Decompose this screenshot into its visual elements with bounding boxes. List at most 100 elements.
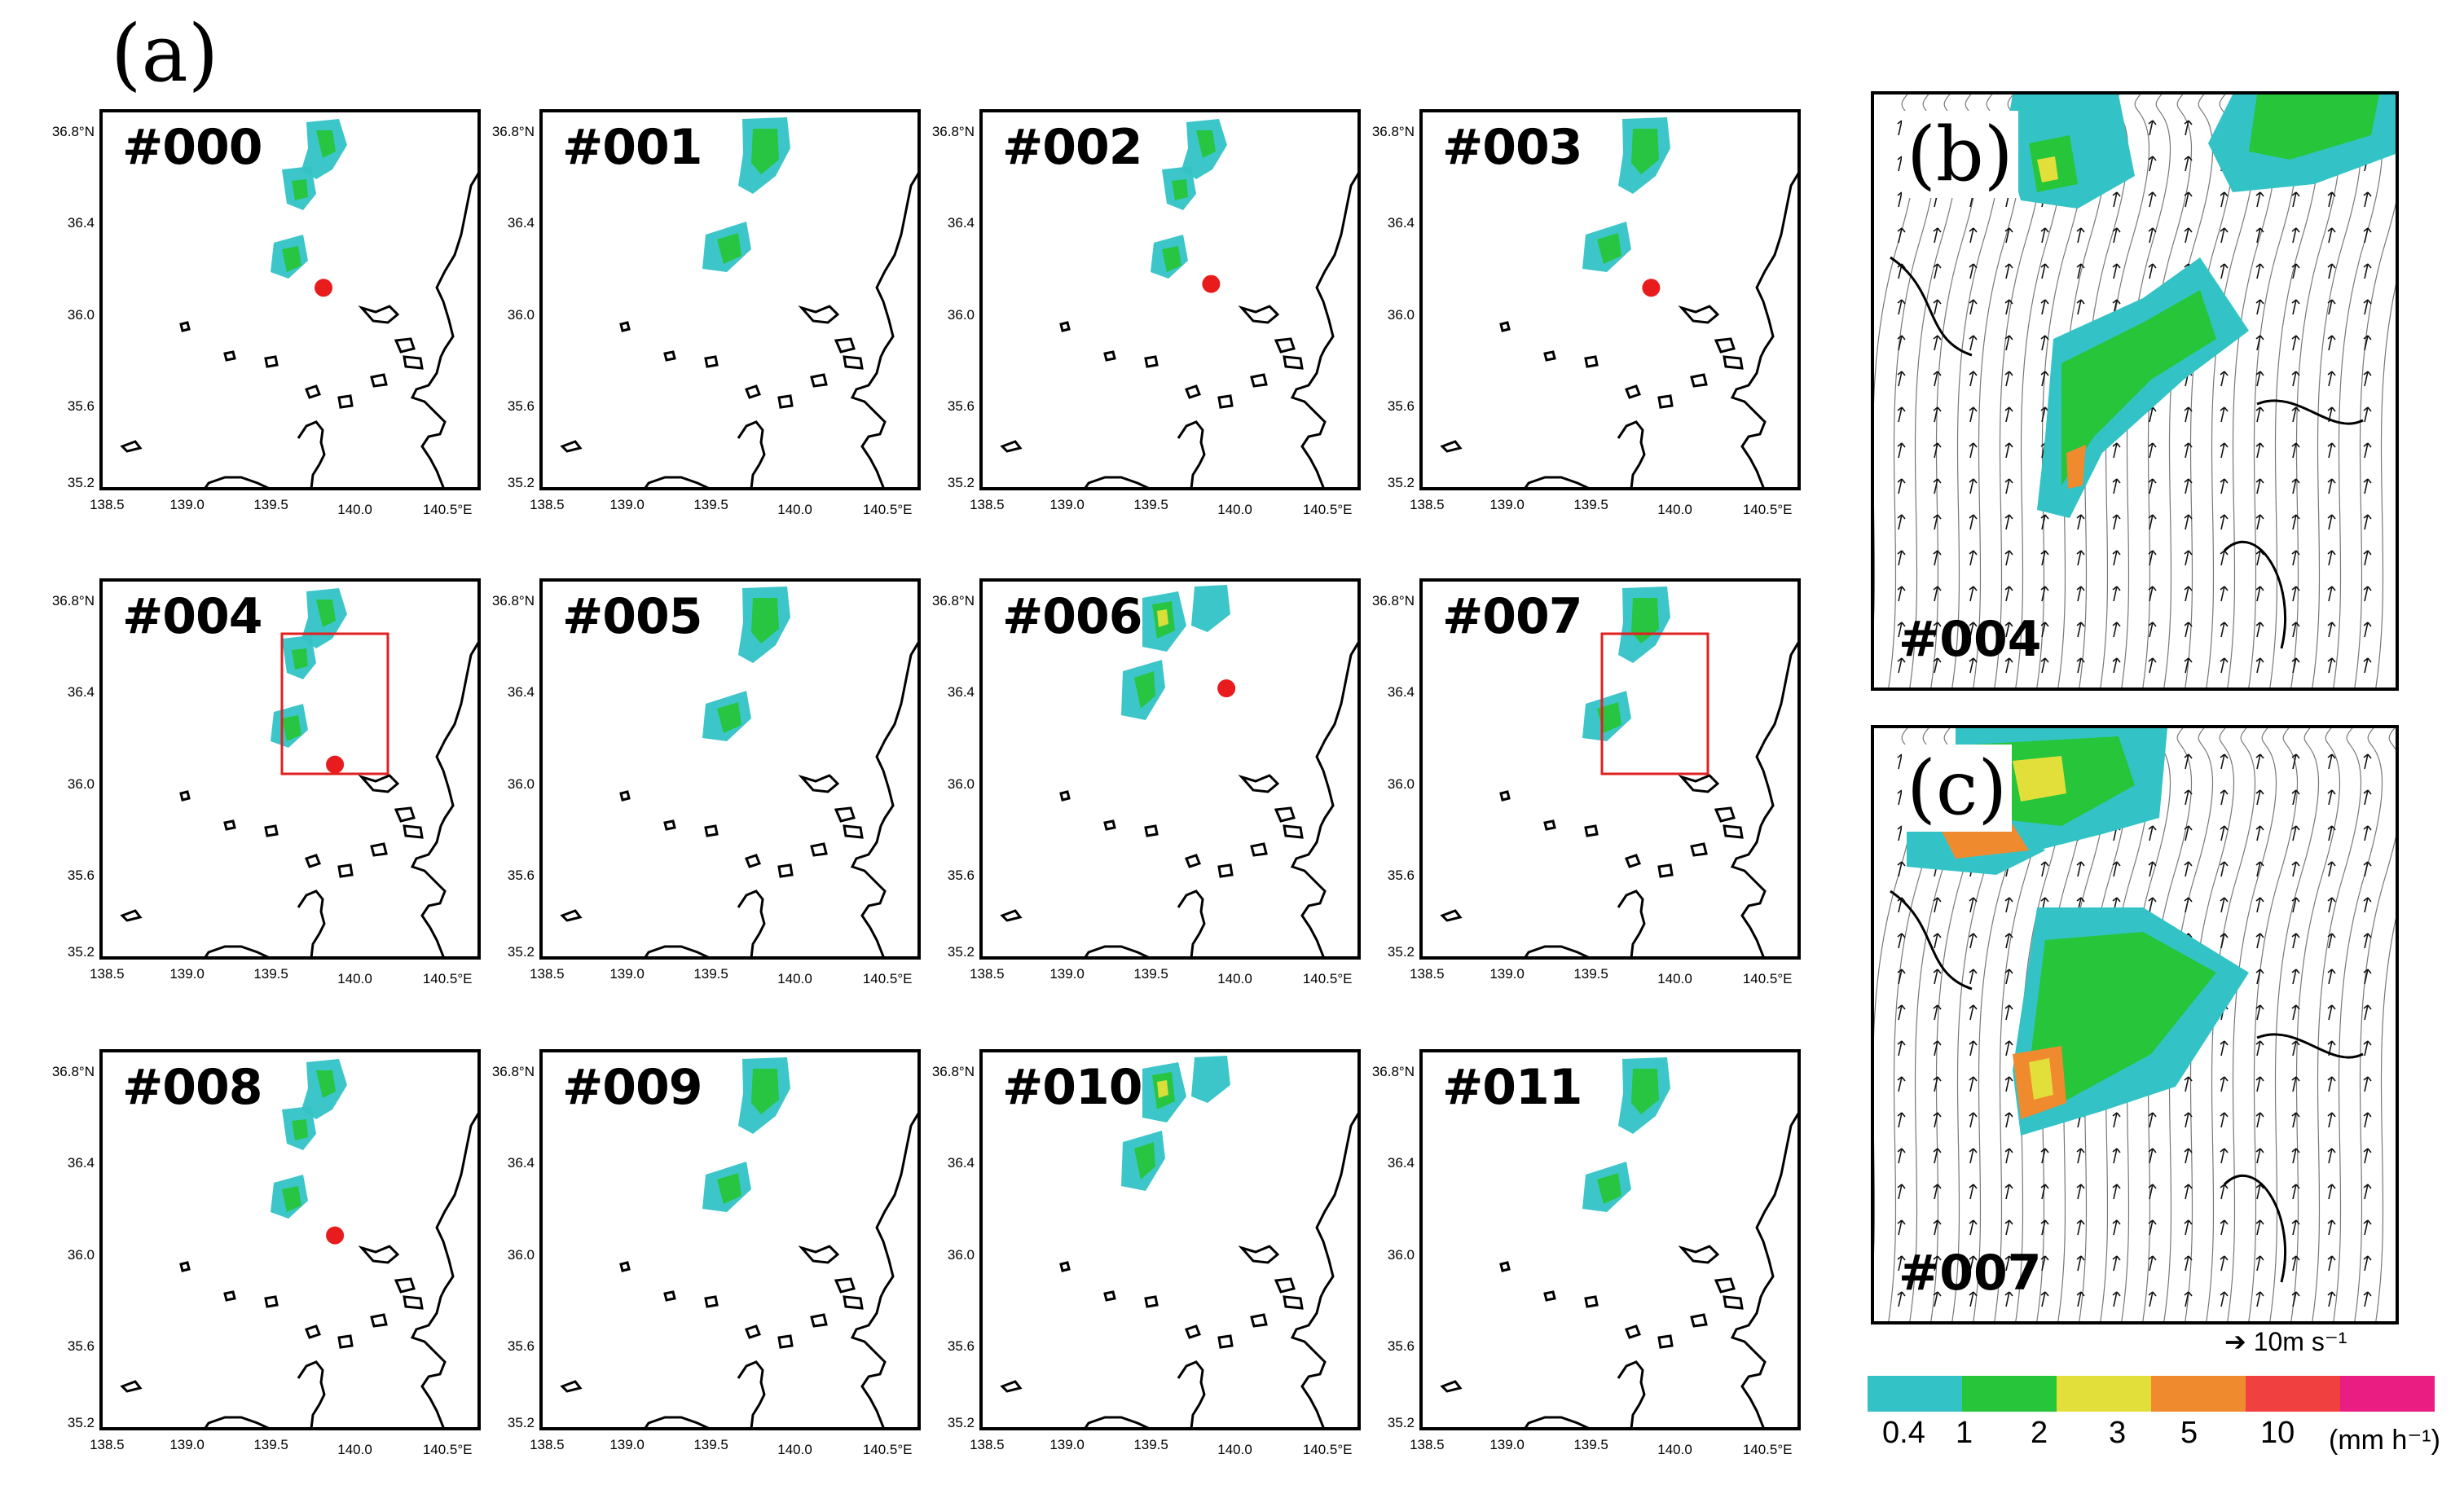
wind-arrow: [2291, 861, 2300, 877]
wind-arrow: [1933, 442, 1942, 459]
wind-arrow: [2220, 514, 2229, 530]
panel-c-label: (c): [1902, 745, 2013, 832]
wind-arrow: [2004, 478, 2013, 494]
lat-tick-label: 36.8°N: [491, 593, 535, 609]
wind-arrow: [2112, 861, 2121, 877]
wind-arrow: [2327, 335, 2336, 351]
wind-arrow: [2040, 1255, 2049, 1272]
wind-arrow: [1933, 933, 1942, 949]
wind-arrow: [1933, 478, 1942, 494]
lon-tick-label: 139.0: [1489, 497, 1525, 512]
lat-tick-label: 36.8°N: [1371, 593, 1415, 609]
wind-arrow: [2255, 897, 2264, 913]
colorbar-swatch: [2057, 1376, 2151, 1412]
event-location-dot: [326, 755, 345, 774]
rain-area: [751, 598, 779, 644]
wind-arrow: [2148, 1112, 2157, 1128]
wind-arrow: [2220, 191, 2229, 208]
rain-area: [2249, 94, 2379, 160]
colorbar-tick-label: 3: [2109, 1416, 2127, 1450]
wind-arrow: [2184, 1291, 2193, 1307]
wind-arrow: [1897, 335, 1906, 351]
wind-arrow: [2220, 1255, 2229, 1272]
wind-arrow: [2148, 227, 2157, 244]
wind-arrow: [1933, 1184, 1942, 1200]
wind-arrow: [2004, 1004, 2013, 1021]
wind-arrow: [1933, 406, 1942, 423]
wind-arrow: [2040, 263, 2049, 279]
lat-tick-label: 36.0: [947, 1246, 975, 1263]
wind-arrow: [2291, 1255, 2300, 1272]
lakes: [120, 1245, 424, 1393]
lat-tick-label: 36.0: [947, 306, 975, 323]
lat-tick-label: 35.2: [1387, 1414, 1415, 1430]
rain-area: [1597, 1173, 1621, 1204]
ensemble-map-field: [1000, 585, 1357, 956]
lon-tick-label: 140.0: [1217, 971, 1252, 986]
wind-arrow: [1969, 969, 1978, 985]
wind-arrow: [2327, 478, 2336, 494]
lon-tick-label: 139.5: [253, 497, 288, 512]
streamline: [2312, 728, 2362, 1321]
coastline: [1290, 172, 1357, 487]
lat-tick-label: 36.8°N: [51, 1064, 95, 1080]
streamline: [2354, 728, 2396, 1321]
member-label: #003: [1442, 119, 1583, 176]
wind-arrow: [2004, 371, 2013, 387]
wind-arrow: [1933, 550, 1942, 566]
wind-arrow: [2004, 657, 2013, 674]
streamline: [2142, 728, 2193, 1321]
wind-arrow: [2255, 789, 2264, 806]
wind-arrow: [2220, 406, 2229, 423]
wind-arrow: [2255, 622, 2264, 638]
rain-area: [2013, 756, 2066, 802]
lakes: [120, 305, 424, 453]
wind-arrow: [2148, 550, 2157, 566]
wind-arrow: [1969, 478, 1978, 494]
wind-arrow: [2327, 657, 2336, 674]
wind-arrow: [2255, 1148, 2264, 1164]
lon-tick-label: 139.5: [1573, 1437, 1608, 1452]
lat-tick-label: 35.6: [947, 868, 975, 884]
streamline: [2375, 917, 2396, 1321]
colorbar-swatch: [2340, 1376, 2435, 1412]
wind-arrow: [2040, 861, 2049, 877]
wind-arrow: [2040, 227, 2049, 244]
rain-area: [1134, 671, 1155, 709]
vector-scale: ➔ 10m s⁻¹: [2224, 1326, 2347, 1357]
streamline: [2354, 94, 2396, 687]
ensemble-map-field: [1440, 1057, 1797, 1427]
wind-arrow: [1897, 1004, 1906, 1021]
wind-arrow: [2184, 789, 2193, 806]
lat-tick-label: 35.2: [507, 943, 535, 960]
wind-arrow: [2363, 1184, 2372, 1200]
wind-arrow: [1969, 371, 1978, 387]
wind-arrow: [2291, 371, 2300, 387]
lon-tick-label: 139.5: [693, 966, 728, 982]
lon-tick-label: 138.5: [530, 497, 565, 512]
wind-arrow: [2291, 622, 2300, 638]
wind-arrow: [2220, 861, 2229, 877]
streamline: [2185, 728, 2235, 1321]
wind-arrow: [2220, 1184, 2229, 1200]
wind-arrow: [2004, 1040, 2013, 1057]
wind-arrow: [1933, 1076, 1942, 1092]
lon-tick-label: 138.5: [1410, 497, 1445, 512]
lat-tick-label: 36.0: [947, 775, 975, 792]
lakes: [1440, 774, 1744, 922]
wind-arrow: [2004, 1148, 2013, 1164]
lat-tick-label: 35.6: [947, 398, 975, 415]
wind-arrow: [2004, 622, 2013, 638]
colorbar-tick-label: 10: [2260, 1416, 2295, 1450]
coastline: [850, 172, 917, 487]
wind-arrow: [2112, 1219, 2121, 1236]
lon-tick-label: 140.5°E: [422, 971, 473, 986]
wind-arrow: [2040, 586, 2049, 602]
bay-coastline: [1084, 420, 1206, 487]
wind-arrow: [2363, 227, 2372, 244]
wind-arrow: [2363, 861, 2372, 877]
wind-arrow: [2040, 1184, 2049, 1200]
rain-area: [1172, 179, 1188, 200]
wind-arrow: [2184, 514, 2193, 530]
wind-arrow: [2363, 442, 2372, 459]
